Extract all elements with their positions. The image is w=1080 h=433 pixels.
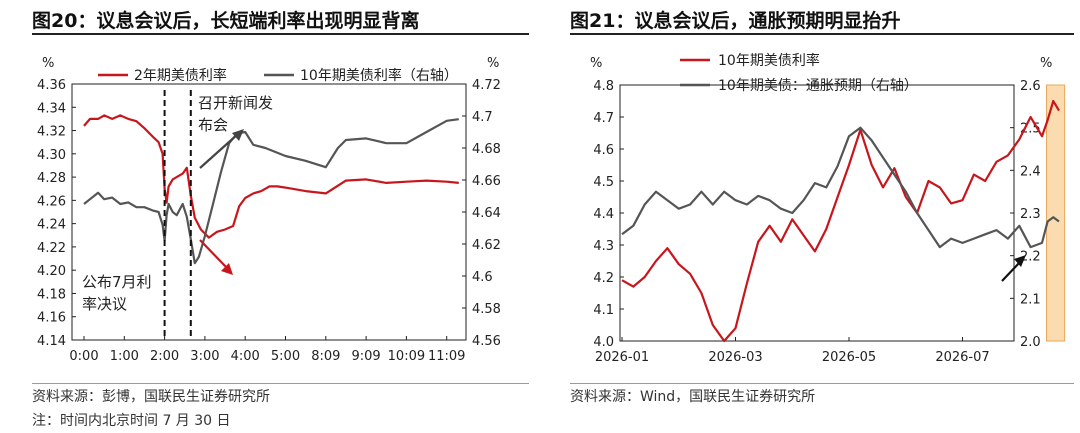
y-left-tick-label: 4.26: [37, 194, 66, 209]
series-line-gray: [83, 118, 459, 265]
y-left-tick-label: 4.8: [593, 79, 614, 94]
title-rule: [570, 33, 1074, 35]
x-tick-label: 0:00: [69, 349, 98, 364]
y-left-tick-label: 4.34: [37, 101, 66, 116]
y-left-tick-label: 4.32: [37, 125, 66, 140]
y-left-tick-label: 4.1: [593, 303, 614, 318]
legend-label-10y: 10年期美债利率（右轴）: [300, 67, 458, 84]
y-left-tick-label: 4.3: [593, 239, 614, 254]
y-left-tick-label: 4.5: [593, 175, 614, 190]
y-left-tick-label: 4.7: [593, 111, 614, 126]
source-rule: [32, 383, 529, 384]
x-tick-label: 2026-07: [935, 350, 989, 365]
annotation-press: 召开新闻发: [198, 94, 273, 112]
chart-title: 图21：议息会议后，通胀预期明显抬升: [570, 10, 901, 32]
plot-frame: [619, 84, 1015, 342]
y-right-tick-label: 2.4: [1020, 164, 1041, 179]
y-left-tick-label: 4.18: [37, 287, 66, 302]
annotation-decision: 公布7月利: [82, 273, 152, 291]
y-left-tick-label: 4.4: [593, 207, 614, 222]
x-tick-label: 8:09: [311, 349, 340, 364]
arrow-down-red-head: [221, 263, 233, 275]
y-right-tick-label: 4.58: [472, 302, 501, 317]
y-right-tick-label: 4.72: [472, 78, 501, 93]
y-left-tick-label: 4.20: [37, 264, 66, 279]
chart-left-svg: 4.36 4.34 4.32 4.30 4.28 4.26 4.24 4.22 4.20 4.18…: [37, 56, 501, 364]
y-right-tick-label: 4.64: [472, 206, 501, 221]
y-left-tick-label: 4.36: [37, 78, 66, 93]
plot-frame: [71, 83, 467, 341]
y-right-tick-label: 2.6: [1020, 79, 1041, 94]
y-right-tick-label: 4.7: [472, 110, 493, 125]
series-line-red: [621, 99, 1060, 343]
highlight-band: [1045, 84, 1066, 342]
chart-panel-left: 图20：议息会议后，长短端利率出现明显背离 4.36 4.34 4.32 4.30 4.…: [0, 0, 536, 433]
y-right-tick-label: 4.6: [472, 270, 493, 285]
x-tick-label: 9:09: [351, 349, 380, 364]
arrow-up-black: [1001, 261, 1021, 282]
arrow-up-gray: [199, 133, 239, 169]
x-tick-label: 2:00: [150, 349, 179, 364]
note-text: 注：时间内北京时间 7 月 30 日: [32, 413, 231, 429]
y-left-unit: %: [590, 56, 602, 71]
annotation-decision: 率决议: [82, 295, 127, 313]
arrow-up-black-head: [1014, 255, 1026, 267]
chart-panel-right: 图21：议息会议后，通胀预期明显抬升 4.8 4.7 4.6 4.5 4.4 4.3 4.2…: [548, 0, 1080, 433]
source-text: 资料来源：彭博，国联民生证券研究所: [32, 389, 270, 405]
y-left-tick-label: 4.14: [37, 334, 66, 349]
arrow-up-gray-head: [232, 129, 244, 141]
x-tick-label: 2026-03: [708, 350, 762, 365]
source-rule: [570, 383, 1074, 384]
y-left-tick-label: 4.0: [593, 335, 614, 350]
y-left-unit: %: [42, 56, 54, 71]
y-right-tick-label: 2.1: [1020, 292, 1041, 307]
y-right-tick-label: 2.3: [1020, 207, 1041, 222]
annotation-press: 布会: [198, 116, 228, 134]
y-left-tick-label: 4.16: [37, 311, 66, 326]
y-left-tick-label: 4.2: [593, 271, 614, 286]
x-tick-label: 1:00: [110, 349, 139, 364]
x-tick-label: 2026-01: [595, 350, 649, 365]
x-tick-label: 11:09: [428, 349, 465, 364]
y-right-unit: %: [487, 56, 499, 71]
y-right-tick-label: 2.0: [1020, 335, 1041, 350]
y-left-tick-label: 4.24: [37, 218, 66, 233]
y-right-unit: %: [1040, 56, 1052, 71]
y-right-tick-label: 4.66: [472, 174, 501, 189]
y-right-tick-label: 4.62: [472, 238, 501, 253]
y-left-tick-label: 4.6: [593, 143, 614, 158]
series-line-gray: [621, 126, 1060, 249]
y-right-tick-label: 2.2: [1020, 250, 1041, 265]
arrow-down-red: [199, 239, 228, 269]
x-tick-label: 10:09: [388, 349, 425, 364]
title-rule: [32, 33, 529, 35]
legend-label-2y: 2年期美债利率: [134, 67, 227, 84]
x-tick-label: 5:00: [271, 349, 300, 364]
y-right-tick-label: 4.56: [472, 334, 501, 349]
legend-label-breakeven: 10年期美债：通胀预期（右轴）: [718, 78, 918, 94]
y-left-tick-label: 4.22: [37, 241, 66, 256]
y-left-tick-label: 4.28: [37, 171, 66, 186]
y-right-tick-label: 4.68: [472, 142, 501, 157]
legend-label-10y: 10年期美债利率: [718, 52, 820, 69]
source-text: 资料来源：Wind，国联民生证券研究所: [570, 389, 816, 405]
y-left-tick-label: 4.30: [37, 148, 66, 163]
x-tick-label: 3:00: [190, 349, 219, 364]
chart-right-svg: 4.84.74.64.54.44.34.24.14.02.62.52.42.32…: [590, 52, 1066, 365]
chart-title: 图20：议息会议后，长短端利率出现明显背离: [32, 10, 420, 32]
x-tick-label: 4:00: [231, 349, 260, 364]
series-line-red: [83, 114, 459, 239]
x-tick-label: 2026-05: [822, 350, 876, 365]
